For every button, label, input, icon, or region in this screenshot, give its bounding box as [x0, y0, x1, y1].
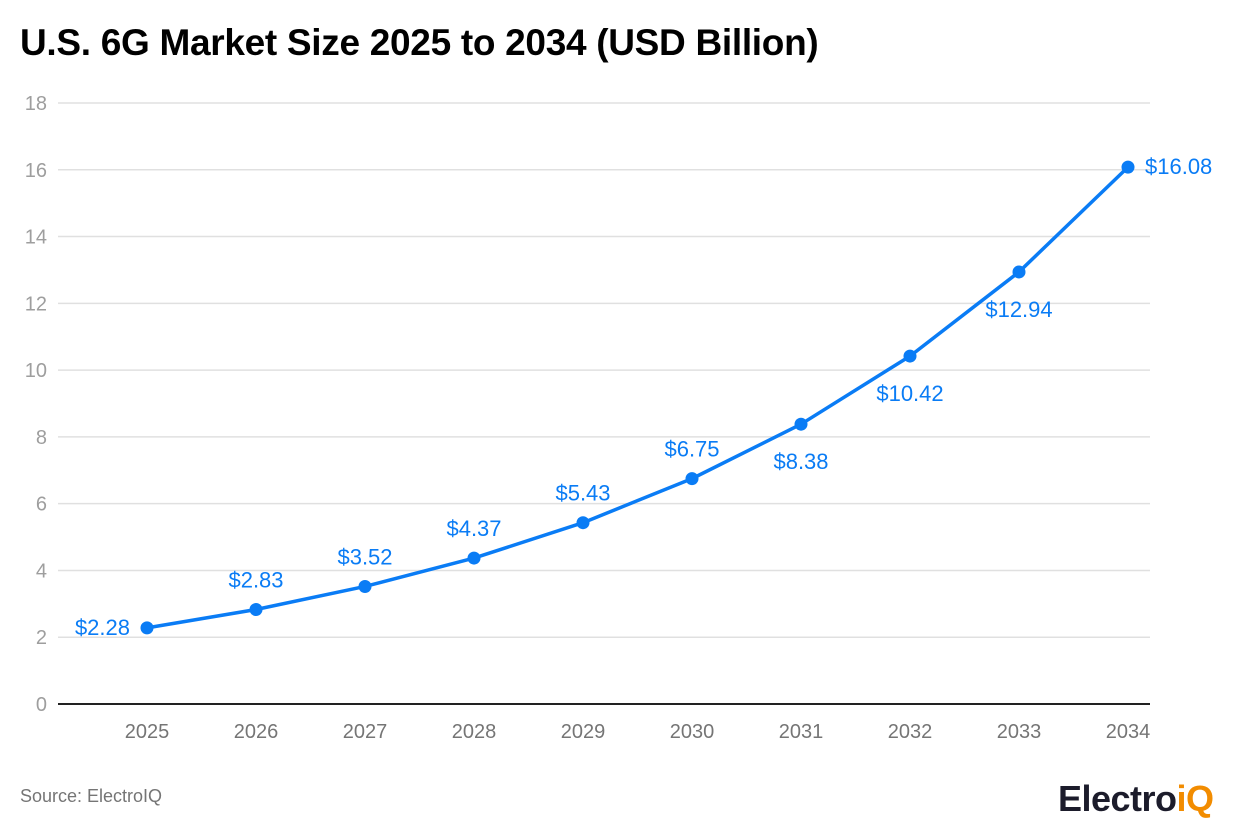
data-point [140, 621, 154, 635]
y-tick-label: 8 [36, 427, 47, 449]
y-tick-label: 12 [25, 293, 47, 315]
data-point [467, 551, 481, 565]
data-point [358, 579, 372, 593]
y-tick-label: 18 [25, 93, 47, 115]
data-label: $5.43 [555, 481, 610, 506]
data-label: $8.38 [773, 449, 828, 474]
y-tick-label: 6 [36, 494, 47, 516]
data-label: $12.94 [985, 297, 1052, 322]
y-tick-label: 14 [25, 227, 47, 249]
x-tick-label: 2033 [997, 721, 1042, 743]
x-tick-label: 2029 [561, 721, 606, 743]
y-tick-label: 4 [36, 560, 47, 582]
source-note: Source: ElectroIQ [20, 786, 163, 806]
y-tick-label: 0 [36, 694, 47, 716]
x-tick-label: 2028 [452, 721, 497, 743]
chart-title: U.S. 6G Market Size 2025 to 2034 (USD Bi… [20, 22, 819, 63]
y-tick-label: 2 [36, 627, 47, 649]
data-label: $4.37 [446, 516, 501, 541]
data-point [794, 417, 808, 431]
x-tick-label: 2034 [1106, 721, 1151, 743]
y-tick-label: 16 [25, 160, 47, 182]
x-tick-label: 2027 [343, 721, 388, 743]
logo-main: Electro [1058, 778, 1177, 819]
data-point [903, 349, 917, 363]
series-line [146, 165, 1130, 630]
data-point [1121, 160, 1135, 174]
electroiq-logo: ElectroiQ [1058, 778, 1214, 820]
data-point [576, 516, 590, 530]
y-tick-label: 10 [25, 360, 47, 382]
data-label: $2.28 [75, 615, 130, 640]
data-point [249, 603, 263, 617]
logo-accent: iQ [1176, 778, 1215, 819]
x-tick-label: 2031 [779, 721, 824, 743]
data-point [1012, 265, 1026, 279]
data-point [685, 472, 699, 486]
x-tick-label: 2030 [670, 721, 715, 743]
data-label: $10.42 [876, 381, 943, 406]
x-tick-label: 2025 [125, 721, 170, 743]
data-label: $6.75 [664, 437, 719, 462]
data-label: $3.52 [337, 544, 392, 569]
x-tick-label: 2032 [888, 721, 933, 743]
x-tick-label: 2026 [234, 721, 279, 743]
data-label: $2.83 [228, 568, 283, 593]
data-label: $16.08 [1145, 154, 1212, 179]
